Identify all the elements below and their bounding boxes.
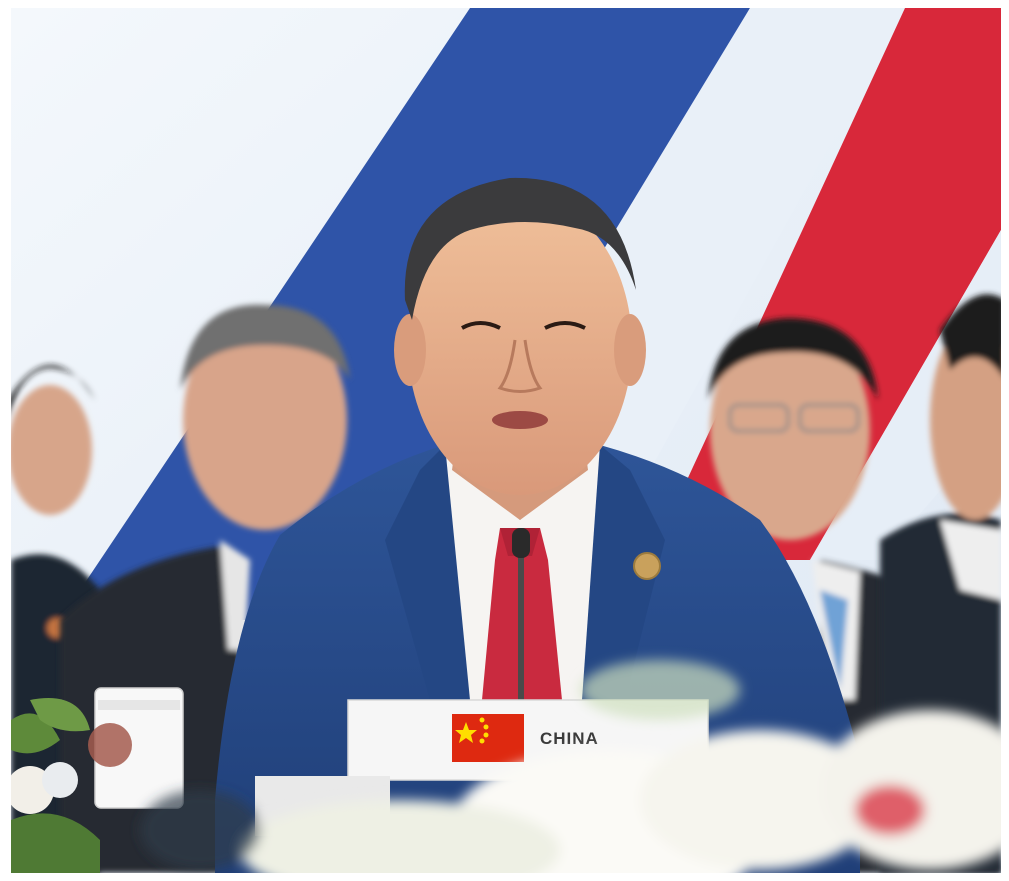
- nameplate-label: CHINA: [540, 729, 599, 748]
- flag-star-small: [479, 717, 485, 723]
- microphone: [512, 528, 530, 700]
- speaker-face: [408, 195, 632, 495]
- flag-star-large: [455, 722, 477, 743]
- speaker-hair: [404, 177, 636, 320]
- flag-star-small: [483, 724, 489, 730]
- foreground-plant-left: [11, 698, 132, 873]
- flag-star-small: [483, 732, 489, 738]
- flag-star-small: [479, 738, 485, 744]
- foreground-flowers: [140, 660, 1001, 873]
- lapel-pin: [633, 552, 661, 580]
